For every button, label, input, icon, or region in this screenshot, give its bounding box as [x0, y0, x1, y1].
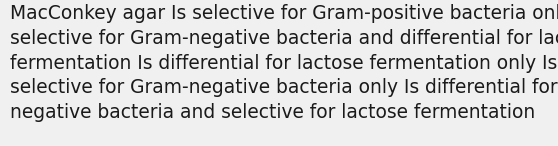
Text: MacConkey agar Is selective for Gram-positive bacteria only Is
selective for Gra: MacConkey agar Is selective for Gram-pos… [10, 4, 558, 122]
